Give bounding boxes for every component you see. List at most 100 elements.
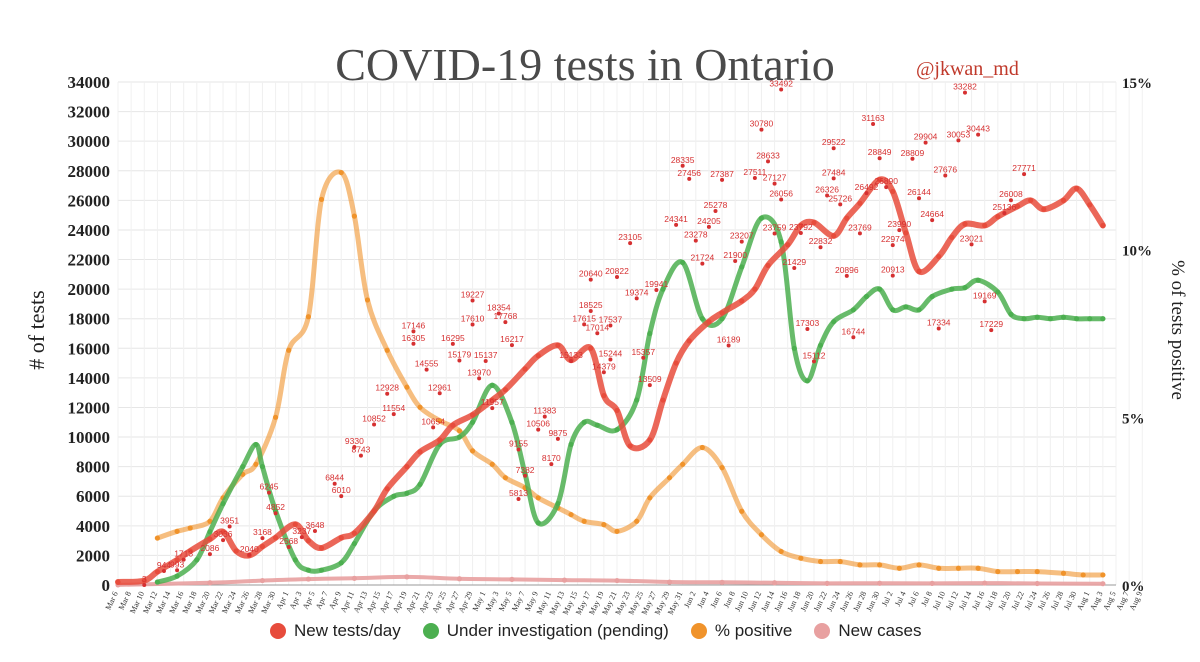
tests-point — [175, 568, 180, 573]
data-label: 3951 — [220, 516, 239, 526]
point-pending — [634, 397, 640, 403]
data-label: 17610 — [461, 313, 485, 323]
point-cases — [1034, 580, 1040, 587]
data-label: 33492 — [769, 79, 793, 89]
data-label: 23021 — [960, 233, 984, 243]
tests-point — [969, 242, 974, 247]
point-positive — [758, 532, 765, 538]
tests-point — [772, 231, 777, 236]
point-tests — [233, 548, 239, 554]
legend-label: Under investigation (pending) — [446, 621, 669, 640]
data-label: 8743 — [351, 445, 370, 455]
data-label: 27511 — [743, 167, 766, 177]
tests-point — [733, 259, 738, 264]
series-line-cases — [116, 574, 1105, 587]
tests-point — [897, 228, 902, 233]
point-pending — [916, 307, 922, 313]
point-pending — [318, 567, 325, 573]
point-tests — [719, 310, 725, 316]
data-label: 2568 — [279, 536, 298, 546]
tests-point — [779, 87, 784, 92]
data-label: 16217 — [500, 334, 524, 344]
point-tests — [995, 214, 1001, 220]
tests-point — [516, 497, 521, 502]
point-pending — [758, 215, 765, 221]
tests-point — [247, 552, 252, 557]
tests-point — [555, 436, 560, 441]
point-positive — [253, 461, 259, 467]
tests-point — [752, 175, 757, 180]
tests-point — [641, 355, 646, 360]
point-tests — [588, 345, 594, 351]
y2-axis-label: % of tests positive — [1167, 260, 1188, 400]
point-pending — [877, 286, 883, 292]
tests-point — [884, 185, 889, 190]
y-tick-label: 4000 — [76, 517, 110, 536]
point-tests — [272, 535, 279, 541]
tests-point — [332, 481, 337, 486]
tests-point — [542, 414, 547, 419]
tests-point — [759, 127, 764, 132]
point-cases — [666, 579, 673, 585]
data-label: 15133 — [559, 350, 583, 360]
y-tick-label: 12000 — [68, 398, 111, 417]
point-tests — [489, 397, 495, 403]
y-axis-ticks: 0 2000 4000 6000 8000 10000 12000 14000 16000 180… — [68, 73, 111, 595]
tests-point — [549, 462, 554, 467]
point-pending — [469, 419, 476, 425]
point-positive — [634, 518, 640, 524]
tests-point — [352, 444, 357, 449]
point-positive — [699, 444, 705, 451]
point-pending — [778, 239, 784, 245]
point-pending — [949, 286, 955, 292]
data-label: 15244 — [599, 348, 623, 358]
tests-point — [615, 274, 619, 279]
point-positive — [614, 528, 620, 534]
point-pending — [509, 419, 515, 425]
point-pending — [1034, 314, 1040, 320]
data-label: 17615 — [572, 313, 596, 323]
point-tests — [660, 397, 666, 403]
data-label: 30780 — [750, 119, 774, 129]
point-pending — [568, 441, 574, 448]
point-positive — [955, 565, 962, 571]
point-positive — [1100, 572, 1106, 578]
series-line-tests — [115, 176, 1106, 585]
y2-tick-label: 10% — [1122, 244, 1152, 260]
point-cases — [207, 580, 213, 586]
tests-point — [1002, 211, 1007, 216]
point-pending — [207, 529, 213, 535]
data-label: 10852 — [362, 413, 386, 423]
point-cases — [259, 577, 266, 584]
data-label: 18525 — [579, 300, 603, 310]
tests-point — [654, 287, 659, 292]
tests-point — [273, 511, 278, 516]
tests-point — [936, 326, 941, 331]
legend-marker — [814, 623, 831, 639]
data-label: 25726 — [828, 193, 852, 203]
data-label: 2040 — [240, 544, 259, 554]
tests-point — [864, 191, 869, 196]
point-tests — [601, 393, 607, 399]
point-tests — [752, 286, 758, 292]
tests-point — [976, 132, 981, 137]
point-tests — [831, 233, 837, 239]
tests-point — [818, 245, 823, 250]
tests-point — [221, 538, 226, 543]
y-tick-label: 0 — [102, 576, 111, 595]
tests-point — [674, 222, 679, 227]
data-label: 2086 — [200, 543, 219, 553]
point-pending — [903, 304, 909, 310]
y2-tick-label: 0% — [1122, 579, 1145, 595]
data-label: 14555 — [415, 359, 439, 369]
point-positive — [174, 528, 180, 534]
tests-point — [844, 273, 849, 278]
tests-point — [825, 193, 830, 198]
point-tests — [890, 188, 896, 195]
data-label: 4852 — [266, 502, 285, 512]
data-label: 11554 — [382, 403, 405, 413]
author-handle: @jkwan_md — [916, 58, 1019, 80]
y-tick-label: 24000 — [68, 221, 111, 240]
data-label: 21429 — [782, 257, 806, 267]
y-tick-label: 10000 — [68, 428, 111, 447]
